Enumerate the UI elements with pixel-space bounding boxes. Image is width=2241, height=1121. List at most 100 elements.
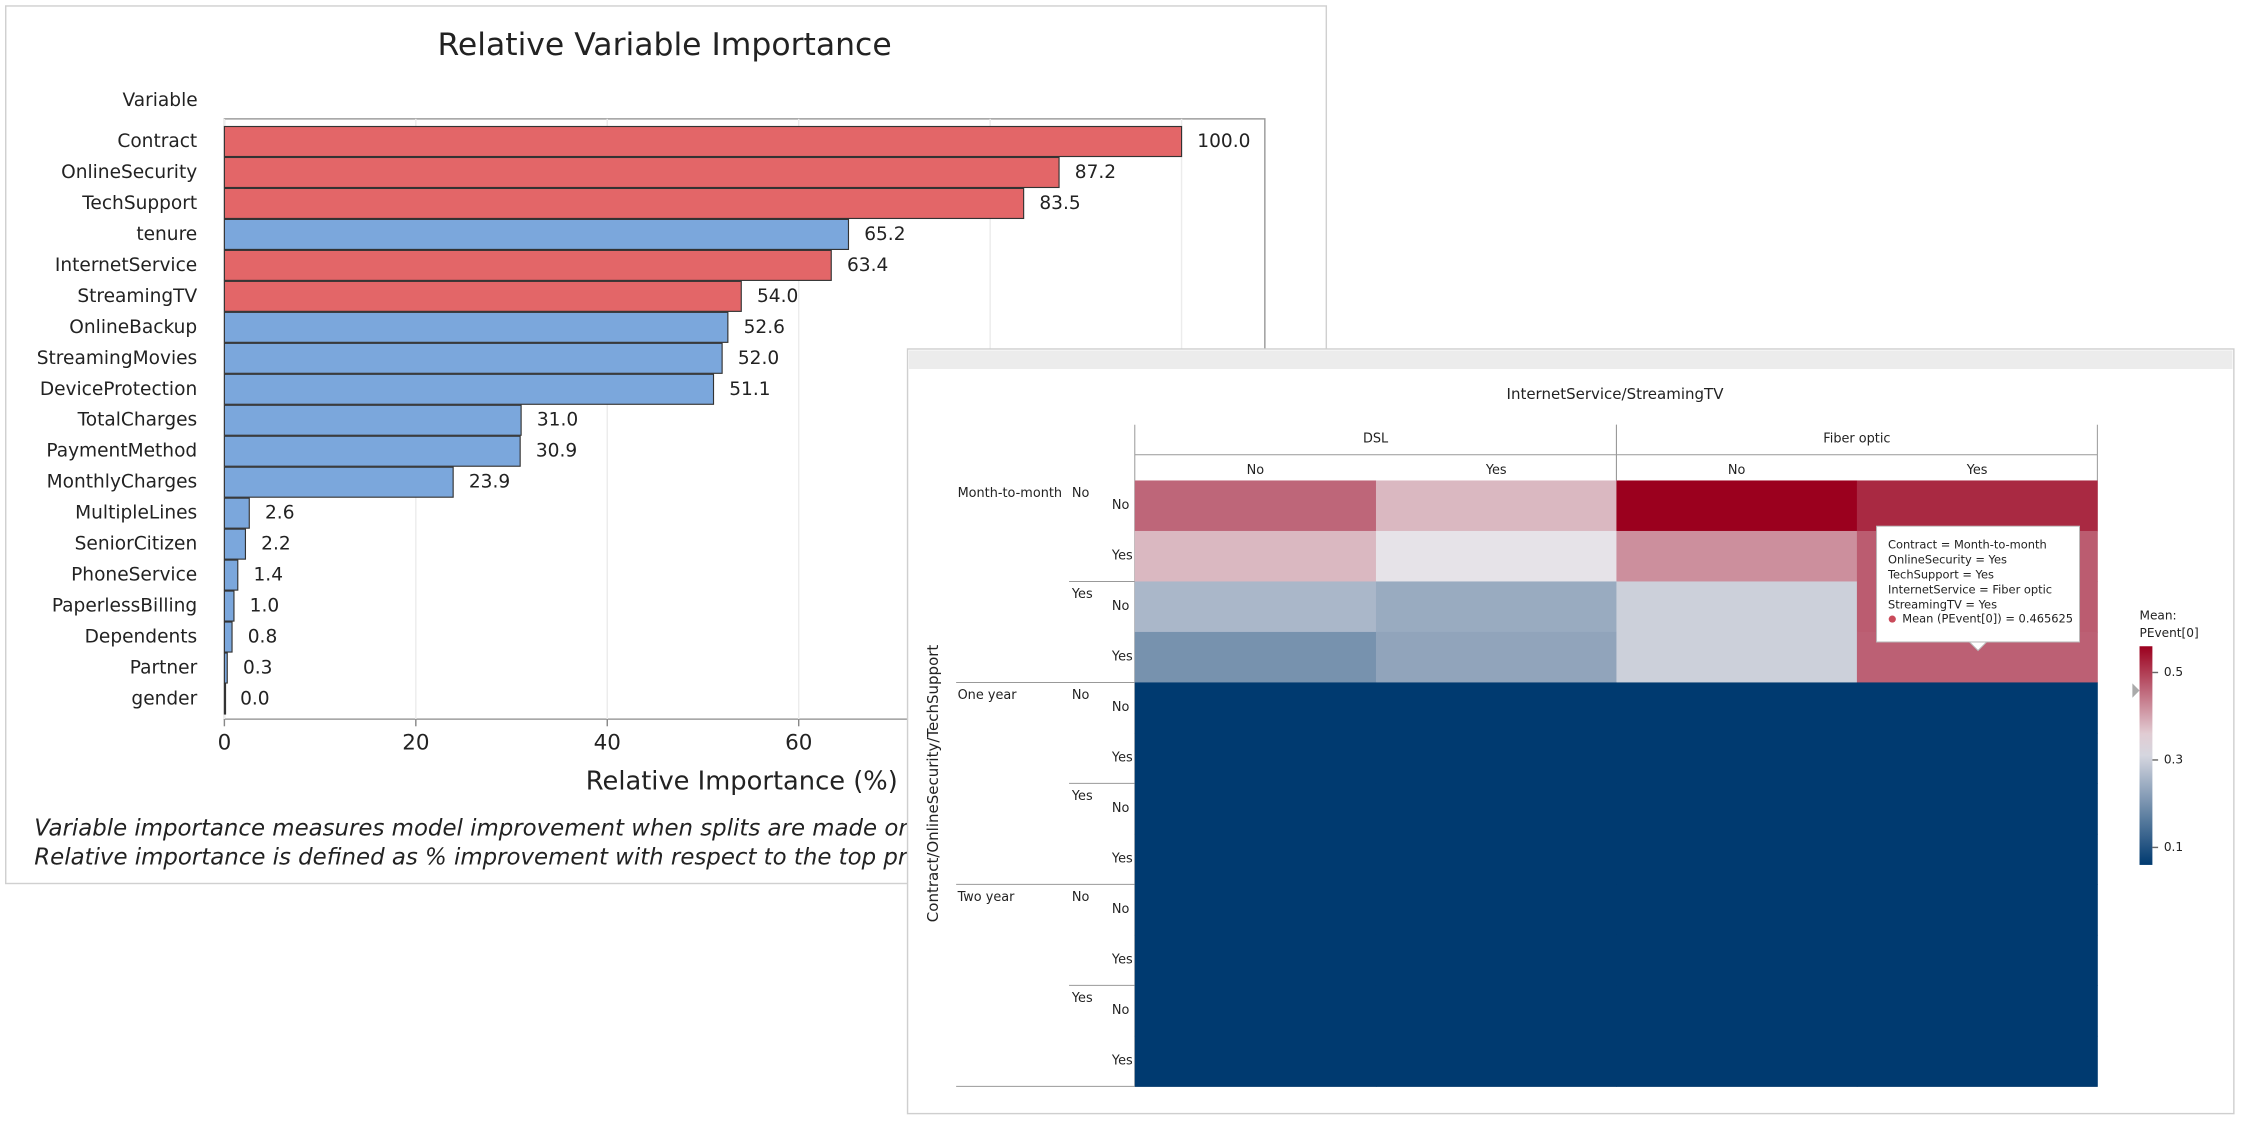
bar xyxy=(223,590,235,622)
value-label: 1.4 xyxy=(254,565,284,586)
value-label: 51.1 xyxy=(729,379,770,400)
x-tick-label: 0 xyxy=(218,730,232,755)
value-label: 52.0 xyxy=(738,348,779,369)
heatmap-cell xyxy=(1616,934,1858,986)
heatmap-cell xyxy=(1134,732,1377,784)
heatmap-cell xyxy=(1134,934,1377,986)
heatmap-cell xyxy=(1134,833,1377,885)
bar xyxy=(223,435,521,467)
bar xyxy=(223,404,522,436)
heatmap-cell xyxy=(1375,934,1617,986)
value-label: 83.5 xyxy=(1039,193,1080,214)
footnote: Relative importance is defined as % impr… xyxy=(34,844,992,870)
y-tick-label: StreamingMovies xyxy=(37,348,197,369)
row-label: No xyxy=(1112,902,1130,917)
value-label: 0.0 xyxy=(240,688,270,709)
value-label: 63.4 xyxy=(847,255,888,276)
colorbar xyxy=(2139,646,2153,865)
tooltip-line: InternetService = Fiber optic xyxy=(1888,582,2052,596)
heatmap-cell xyxy=(1134,581,1377,633)
heatmap-cell xyxy=(1616,1035,1858,1087)
heatmap-cell xyxy=(1134,631,1377,683)
heatmap-cell xyxy=(1375,682,1617,734)
y-tick-label: SeniorCitizen xyxy=(75,534,198,555)
heatmap-cell xyxy=(1375,480,1617,532)
row-subgroup-label: No xyxy=(1072,890,1090,905)
y-tick-label: Dependents xyxy=(85,627,198,648)
x-tick-label: 60 xyxy=(785,730,812,755)
row-subgroup-label: Yes xyxy=(1071,991,1093,1006)
heatmap-cell xyxy=(1375,884,1617,936)
y-tick-label: InternetService xyxy=(55,255,197,276)
y-tick-label: StreamingTV xyxy=(77,286,197,307)
row-label: No xyxy=(1112,498,1130,513)
value-label: 1.0 xyxy=(250,596,280,617)
bar xyxy=(223,652,228,684)
value-label: 54.0 xyxy=(757,286,798,307)
column-label: Yes xyxy=(1966,463,1988,478)
row-label: No xyxy=(1112,1003,1130,1018)
tooltip-line: StreamingTV = Yes xyxy=(1888,597,1997,611)
value-label: 65.2 xyxy=(864,224,905,245)
column-group-label: DSL xyxy=(1363,432,1389,447)
row-label: Yes xyxy=(1111,852,1133,867)
row-label: No xyxy=(1112,801,1130,816)
heatmap-cell xyxy=(1134,985,1377,1037)
value-label: 30.9 xyxy=(536,441,577,462)
y-tick-label: Partner xyxy=(130,658,198,679)
heatmap-cell xyxy=(1375,985,1617,1037)
y-tick-label: DeviceProtection xyxy=(40,379,197,400)
bar xyxy=(223,156,1060,189)
row-label: Yes xyxy=(1111,650,1133,665)
row-subgroup-label: No xyxy=(1072,486,1090,501)
bar xyxy=(223,187,1025,220)
y-tick-label: TechSupport xyxy=(81,193,197,214)
tooltip xyxy=(1876,525,2080,643)
bar xyxy=(223,125,1183,158)
bar xyxy=(223,466,454,498)
heatmap-cell xyxy=(1856,682,2098,734)
colorbar-title: PEvent[0] xyxy=(2140,626,2199,640)
tooltip-value: Mean (PEvent[0]) = 0.465625 xyxy=(1902,612,2073,626)
scroll-arrow[interactable] xyxy=(2132,683,2140,698)
heatmap-cell xyxy=(1134,480,1377,532)
bar xyxy=(223,280,742,312)
panel-strip xyxy=(908,350,2233,369)
footnote: Variable importance measures model impro… xyxy=(34,816,1050,842)
column-group-label: Fiber optic xyxy=(1823,432,1890,447)
tooltip-marker xyxy=(1888,615,1896,623)
heatmap-cell xyxy=(1856,934,2098,986)
tooltip-line: TechSupport = Yes xyxy=(1887,567,1994,581)
heatmap-cell xyxy=(1134,1035,1377,1087)
heatmap-cell xyxy=(1375,732,1617,784)
heatmap-cell xyxy=(1134,530,1377,582)
y-tick-label: tenure xyxy=(136,224,197,245)
heatmap-cell xyxy=(1856,1035,2098,1087)
heatmap-cell xyxy=(1856,985,2098,1037)
heatmap-cell xyxy=(1375,530,1617,582)
colorbar-tick-label: 0.1 xyxy=(2164,840,2183,854)
row-label: No xyxy=(1112,599,1130,614)
heatmap-cell xyxy=(1856,480,2098,532)
y-tick-label: gender xyxy=(131,688,197,709)
column-label: No xyxy=(1728,463,1746,478)
y-tick-label: MultipleLines xyxy=(75,503,197,524)
row-subgroup-label: No xyxy=(1072,688,1090,703)
bar xyxy=(223,683,227,715)
heatmap-cell xyxy=(1375,833,1617,885)
y-axis-title: Contract/OnlineSecurity/TechSupport xyxy=(924,645,942,923)
bar xyxy=(223,559,239,591)
heatmap-cell xyxy=(1134,884,1377,936)
heatmap-cell xyxy=(1616,581,1858,633)
heatmap-cell xyxy=(1616,480,1858,532)
colorbar-title: Mean: xyxy=(2140,609,2177,623)
value-label: 23.9 xyxy=(469,472,510,493)
row-subgroup-label: Yes xyxy=(1071,789,1093,804)
row-label: Yes xyxy=(1111,751,1133,766)
y-tick-label: PhoneService xyxy=(71,565,197,586)
value-label: 2.2 xyxy=(261,534,291,555)
y-tick-label: Contract xyxy=(117,131,197,152)
bar xyxy=(223,528,247,560)
row-label: Yes xyxy=(1111,549,1133,564)
